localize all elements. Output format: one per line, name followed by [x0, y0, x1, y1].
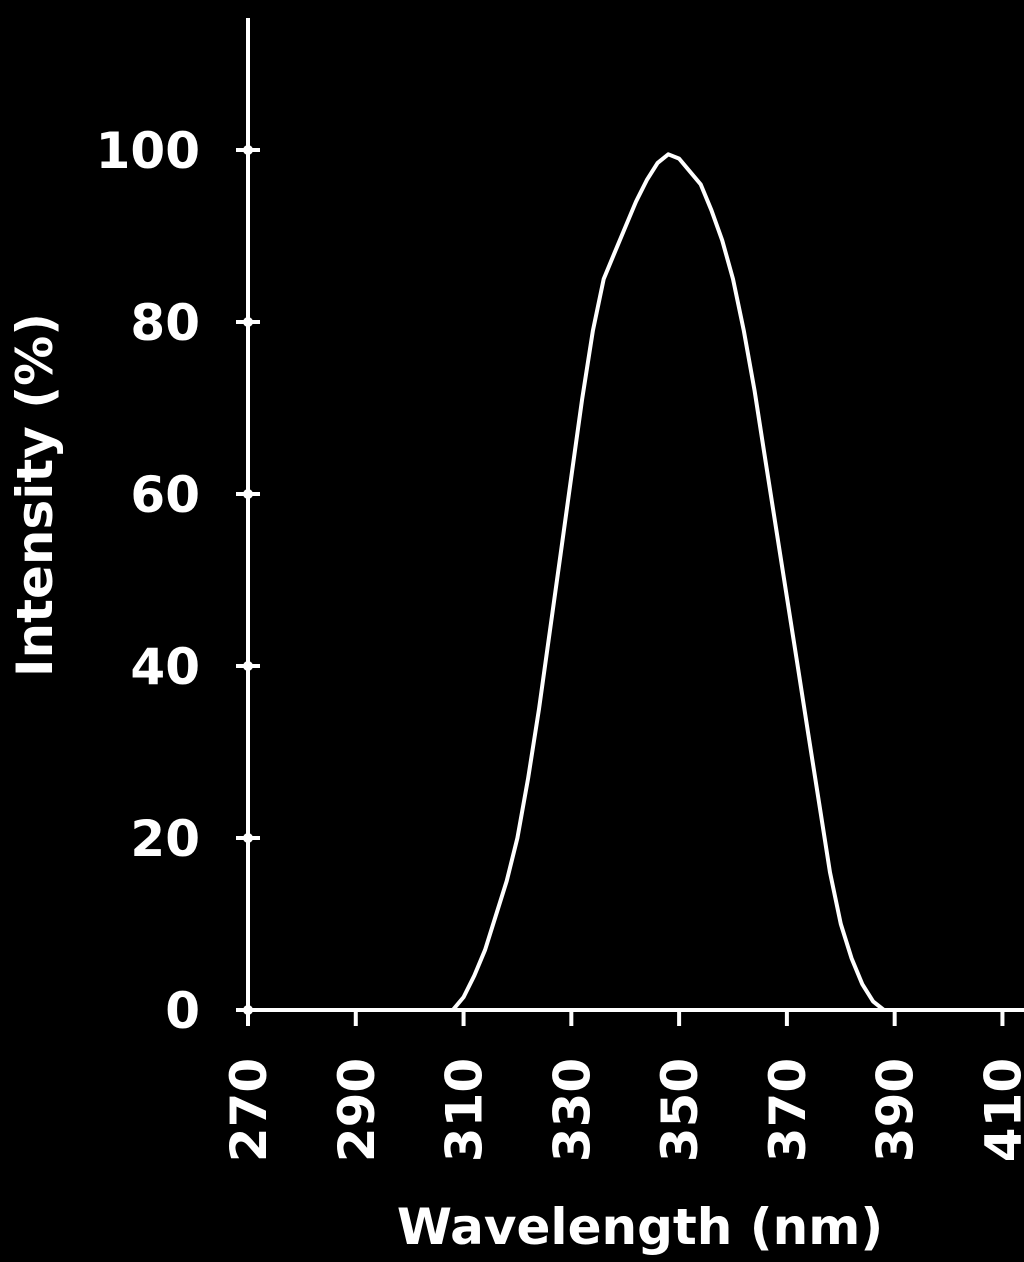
x-tick-label: 370	[759, 1058, 817, 1162]
tick-labels: 0 20 40 60 80 100 270 290 310 330 350 370 390 410	[96, 122, 1024, 1162]
y-tick-label: 40	[130, 638, 200, 696]
x-tick-label: 330	[543, 1058, 601, 1162]
x-tick-label: 410	[974, 1058, 1024, 1162]
x-tick-label: 350	[651, 1058, 709, 1162]
y-tick-label: 80	[130, 294, 200, 352]
y-tick-label: 20	[130, 810, 200, 868]
x-tick-label: 270	[220, 1058, 278, 1162]
ticks	[236, 145, 1005, 1026]
y-tick-label: 60	[130, 466, 200, 524]
y-tick-dot	[243, 661, 253, 671]
y-tick-dot	[243, 145, 253, 155]
y-axis-label: Intensity (%)	[6, 313, 64, 677]
x-axis-label: Wavelength (nm)	[397, 1198, 883, 1256]
y-tick-dot	[243, 833, 253, 843]
y-tick-label: 0	[165, 982, 200, 1040]
y-tick-dot	[243, 489, 253, 499]
y-tick-dot	[243, 317, 253, 327]
y-tick-label: 100	[96, 122, 200, 180]
x-tick-label: 310	[436, 1058, 494, 1162]
x-tick-label: 290	[328, 1058, 386, 1162]
spectrum-curve	[248, 152, 1024, 1012]
x-tick-label: 390	[867, 1058, 925, 1162]
